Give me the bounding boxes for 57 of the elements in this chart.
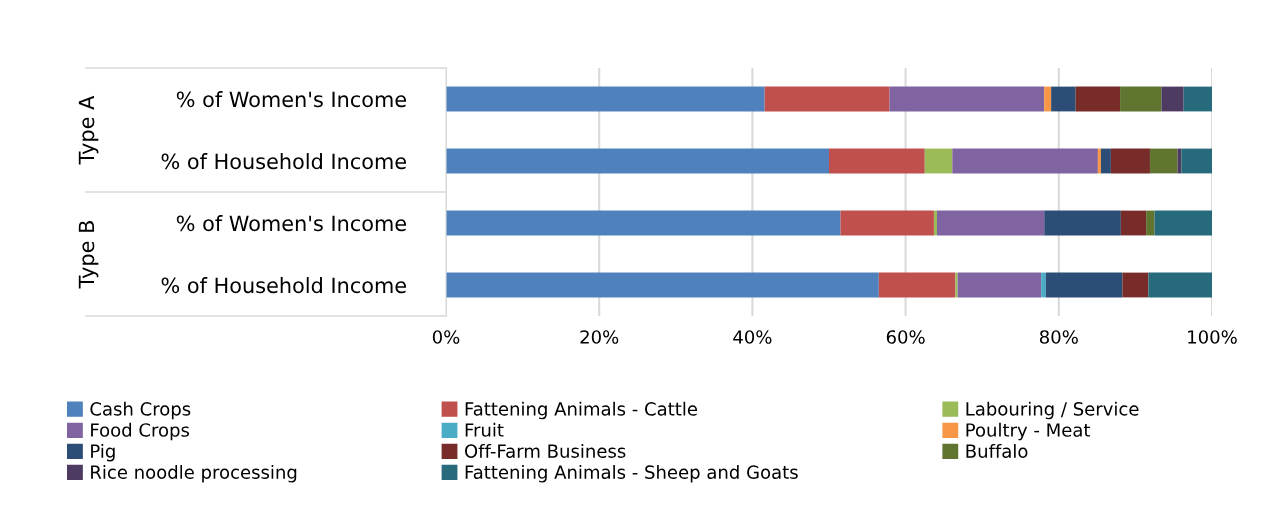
legend-label: Rice noodle processing	[91, 465, 297, 483]
bar	[446, 272, 879, 298]
bar	[829, 148, 925, 174]
bar	[1148, 272, 1212, 298]
x-tick-label: 100%	[1188, 330, 1237, 344]
bar	[1146, 210, 1155, 236]
x-tick-label: 20%	[580, 330, 619, 344]
text: Type A	[78, 95, 99, 165]
bar	[952, 148, 1098, 174]
bar	[1161, 86, 1184, 112]
legend-label: Fattening Animals - Sheep and Goats	[465, 465, 798, 483]
legend-label: Buffalo	[966, 443, 1028, 458]
bar	[933, 210, 938, 236]
y-tick-label: % of Household Income	[161, 153, 406, 170]
bar	[1120, 210, 1147, 236]
legend-label: Fattening Animals - Cattle	[465, 401, 698, 420]
bar	[1044, 86, 1052, 112]
x-tick-label: 60%	[886, 330, 925, 344]
legend-label: Cash Crops	[90, 401, 191, 420]
bar	[1122, 272, 1149, 298]
y-tick-label: % of Women's Income	[176, 215, 407, 232]
bar	[955, 272, 958, 298]
x-tick-label: 80%	[1039, 330, 1078, 344]
legend-label: Off-Farm Business	[464, 443, 626, 458]
bar	[1075, 86, 1121, 112]
legend-label: Food Crops	[91, 422, 190, 441]
bar	[937, 210, 1045, 236]
legend-label: Pig	[91, 443, 115, 462]
bar	[1149, 148, 1178, 174]
bar	[446, 210, 841, 236]
bar	[1100, 148, 1111, 174]
bar	[957, 272, 1042, 298]
bar	[1045, 272, 1123, 298]
bar	[1110, 148, 1150, 174]
bar	[1120, 86, 1162, 112]
bar	[446, 148, 829, 174]
y-tick-label: % of Household Income	[161, 277, 406, 294]
legend-label: Poultry - Meat	[966, 422, 1091, 441]
x-tick-label: 40%	[733, 330, 772, 344]
x-tick-label: 0%	[432, 330, 460, 344]
bar	[889, 86, 1045, 112]
bar	[1044, 210, 1121, 236]
y-tick-label: % of Women's Income	[176, 91, 407, 108]
bar	[1097, 148, 1101, 174]
bar	[878, 272, 956, 298]
bar	[764, 86, 890, 112]
bar	[1051, 86, 1076, 112]
bar	[840, 210, 934, 236]
bar	[924, 148, 953, 174]
bar	[1041, 272, 1046, 298]
legend-label: Labouring / Service	[966, 401, 1139, 420]
bar	[446, 86, 765, 112]
bar	[1181, 148, 1212, 174]
legend-label: Fruit	[465, 422, 504, 437]
bar	[1183, 86, 1212, 112]
text: Type B	[78, 221, 99, 289]
bar	[1154, 210, 1212, 236]
